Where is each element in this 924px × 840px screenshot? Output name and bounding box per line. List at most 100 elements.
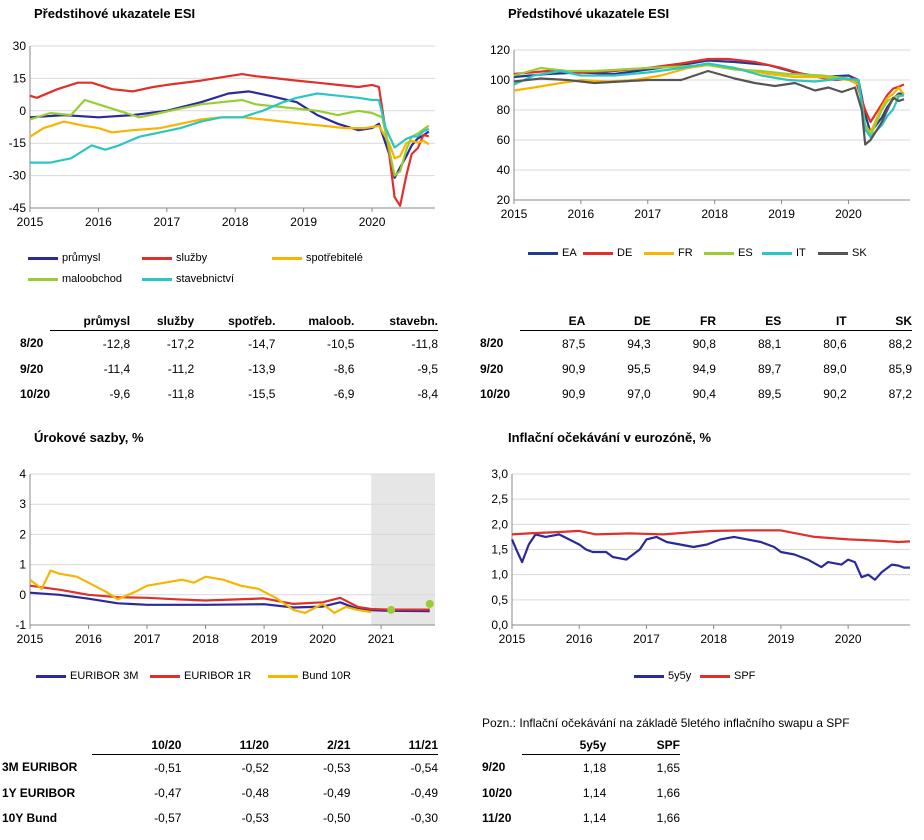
table-cell: -8,6: [333, 361, 355, 376]
series-line-bund: [29, 569, 372, 614]
legend-item-bund: Bund 10R: [268, 670, 351, 682]
legend-swatch: [704, 251, 734, 255]
table-row: 8/20 -12,8 -17,2 -14,7 -10,5 -11,8: [20, 331, 438, 357]
legend-label: Bund 10R: [302, 670, 351, 682]
series-line-stavebnictvi: [30, 92, 430, 164]
legend-swatch: [634, 674, 664, 678]
table-row: 8/20 87,5 94,3 90,8 88,1 80,6 88,2: [480, 331, 912, 357]
table-cell: -17,2: [166, 336, 195, 351]
legend-swatch: [150, 674, 180, 678]
table-cell: -0,54: [410, 760, 438, 775]
table-cell: 90,2: [823, 386, 847, 401]
table-cell: -0,49: [410, 785, 438, 800]
row-label: 8/20: [480, 336, 504, 351]
x-tick-label: 2017: [633, 632, 660, 646]
legend-label: DE: [617, 247, 633, 259]
table-cell: -0,48: [241, 785, 269, 800]
table-cell: -12,8: [102, 336, 131, 351]
table-cell: -0,30: [410, 810, 438, 825]
x-tick-label: 2017: [634, 207, 661, 221]
table-cell: -10,5: [327, 336, 355, 351]
legend-label: spotřebitelé: [306, 252, 363, 264]
legend-swatch: [528, 251, 558, 255]
row-label: 1Y EURIBOR: [2, 785, 76, 800]
table-cell: -15,5: [248, 386, 276, 401]
inflation-note: Pozn.: Inflační očekávání na základě 5le…: [482, 716, 850, 730]
y-tick-label: 120: [490, 43, 510, 57]
legend-item-IT: IT: [762, 247, 806, 259]
x-tick-label: 2020: [835, 632, 862, 646]
table-cell: -8,4: [417, 386, 438, 401]
table-header: stavebn.: [354, 314, 438, 331]
table-cell: 1,66: [656, 810, 680, 825]
x-tick-label: 2015: [17, 215, 44, 229]
legend-swatch: [644, 251, 674, 255]
table-cell: 87,5: [561, 336, 586, 351]
row-label: 8/20: [20, 336, 44, 351]
x-tick-label: 2016: [568, 207, 595, 221]
legend-label: FR: [678, 247, 693, 259]
table-header: maloob.: [275, 314, 355, 331]
legend-swatch: [818, 251, 848, 255]
table-cell: -0,52: [241, 760, 269, 775]
y-tick-label: 2,5: [491, 492, 508, 506]
table-cell: -0,53: [241, 810, 269, 825]
table-cell: 1,14: [582, 810, 607, 825]
y-tick-label: -15: [9, 136, 27, 150]
chart-title-esi2: Předstihové ukazatele ESI: [508, 6, 670, 21]
table-header: IT: [781, 314, 847, 331]
table-cell: 85,9: [888, 361, 912, 376]
legend-item-euribor3m: EURIBOR 3M: [36, 670, 138, 682]
x-tick-label: 2018: [700, 632, 727, 646]
legend-swatch: [36, 674, 66, 678]
forecast-point: [425, 599, 434, 608]
x-tick-label: 2019: [768, 632, 795, 646]
table-cell: -14,7: [248, 336, 276, 351]
row-label: 3M EURIBOR: [2, 760, 78, 775]
table-cell: 80,6: [823, 336, 847, 351]
y-tick-label: 40: [497, 163, 511, 177]
forecast-point: [387, 605, 396, 614]
series-line-FR: [513, 63, 905, 134]
legend-label: 5y5y: [668, 670, 692, 682]
chart-title-inflation: Inflační očekávání v eurozóně, %: [508, 430, 712, 445]
y-tick-label: 1,5: [491, 543, 508, 557]
table-cell: 1,18: [582, 760, 607, 775]
legend-swatch: [142, 277, 172, 281]
y-tick-label: -1: [15, 618, 26, 632]
x-tick-label: 2016: [85, 215, 112, 229]
table-header: SPF: [606, 738, 680, 755]
table-row: 9/20 90,9 95,5 94,9 89,7 89,0 85,9: [480, 356, 912, 381]
y-tick-label: 1: [19, 558, 26, 572]
x-tick-label: 2017: [134, 632, 161, 646]
x-tick-label: 2015: [501, 207, 528, 221]
table-cell: -13,9: [248, 361, 276, 376]
table-header: DE: [585, 314, 651, 331]
table-row: 9/20 -11,4 -11,2 -13,9 -8,6 -9,5: [20, 356, 438, 381]
y-tick-label: 2,0: [491, 517, 508, 531]
y-tick-label: 1,0: [491, 568, 508, 582]
table-cell: 89,0: [823, 361, 847, 376]
table-cell: 94,3: [627, 336, 651, 351]
y-tick-label: 100: [490, 73, 510, 87]
table-cell: 90,4: [692, 386, 716, 401]
table-cell: 89,7: [757, 361, 782, 376]
legend-item-stavebnictvi: stavebnictví: [142, 273, 234, 285]
table-row: 9/20 1,18 1,65: [482, 755, 680, 781]
table-row: 10/20 -9,6 -11,8 -15,5 -6,9 -8,4: [20, 381, 438, 406]
legend-item-SK: SK: [818, 247, 867, 259]
series-line-maloobchod: [29, 98, 430, 177]
y-tick-label: 2: [19, 527, 26, 541]
x-tick-label: 2018: [222, 215, 249, 229]
y-tick-label: -45: [9, 201, 27, 215]
table-cell: 90,9: [561, 386, 586, 401]
table-header: 5y5y: [522, 738, 607, 755]
table-cell: 94,9: [692, 361, 716, 376]
table-row: 10/20 90,9 97,0 90,4 89,5 90,2 87,2: [480, 381, 912, 406]
row-label: 11/20: [482, 810, 512, 825]
table-cell: -9,6: [109, 386, 131, 401]
table-row: 1Y EURIBOR -0,47 -0,48 -0,49 -0,49: [2, 780, 438, 805]
